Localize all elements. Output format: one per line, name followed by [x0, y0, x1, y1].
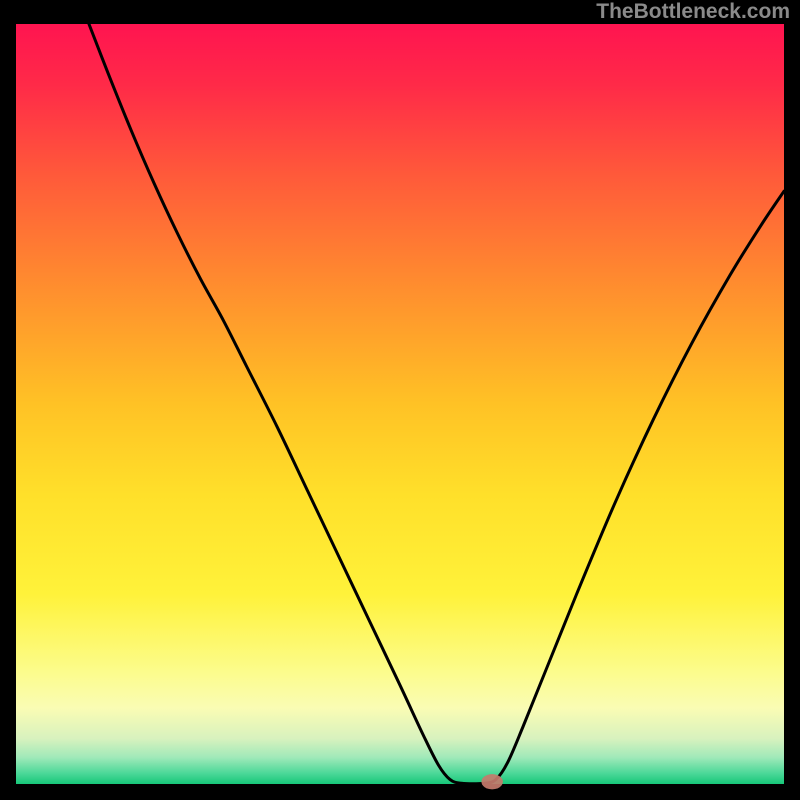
gradient-background — [16, 24, 784, 784]
bottleneck-chart — [0, 0, 800, 800]
optimum-marker — [481, 774, 503, 789]
watermark-text: TheBottleneck.com — [596, 0, 790, 24]
chart-container: TheBottleneck.com — [0, 0, 800, 800]
